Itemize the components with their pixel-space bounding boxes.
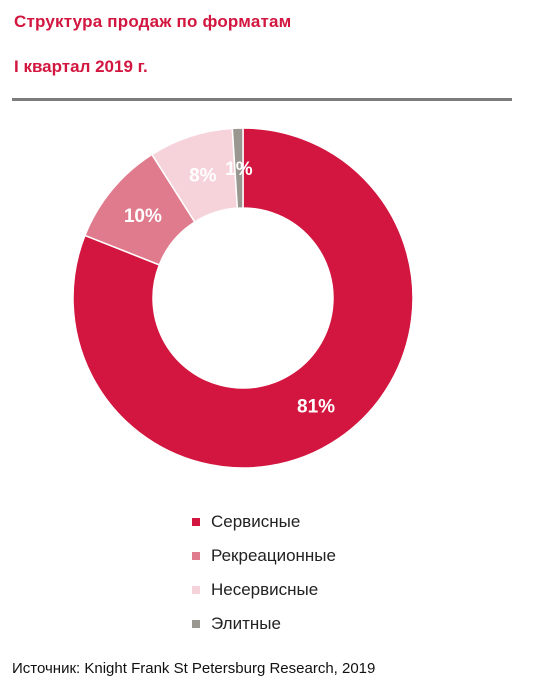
- title-divider: [12, 98, 512, 101]
- chart-title: Структура продаж по форматам: [14, 12, 292, 31]
- legend-swatch: [192, 518, 200, 526]
- legend-item-neservisnye: Несервисные: [192, 573, 336, 607]
- source-note: Источник: Knight Frank St Petersburg Res…: [12, 660, 376, 677]
- slice-label: 8%: [189, 165, 217, 186]
- slice-label: 81%: [297, 397, 335, 418]
- legend-item-servisnye: Сервисные: [192, 505, 336, 539]
- donut-slice: [72, 127, 414, 469]
- legend-item-elitnye: Элитные: [192, 607, 336, 641]
- slice-label: 10%: [124, 206, 162, 227]
- legend-label: Сервисные: [211, 512, 301, 531]
- legend-label: Рекреационные: [211, 546, 336, 565]
- chart-subtitle: I квартал 2019 г.: [14, 57, 148, 76]
- legend-swatch: [192, 620, 200, 628]
- legend-item-rekreatsionnye: Рекреационные: [192, 539, 336, 573]
- legend-swatch: [192, 552, 200, 560]
- legend-swatch: [192, 586, 200, 594]
- donut-chart: 81% 10% 8% 1%: [72, 127, 414, 469]
- legend-label: Элитные: [211, 614, 281, 633]
- chart-legend: Сервисные Рекреационные Несервисные Элит…: [192, 505, 336, 641]
- legend-label: Несервисные: [211, 580, 319, 599]
- donut-slice: [231, 127, 244, 209]
- slice-label: 1%: [225, 159, 253, 180]
